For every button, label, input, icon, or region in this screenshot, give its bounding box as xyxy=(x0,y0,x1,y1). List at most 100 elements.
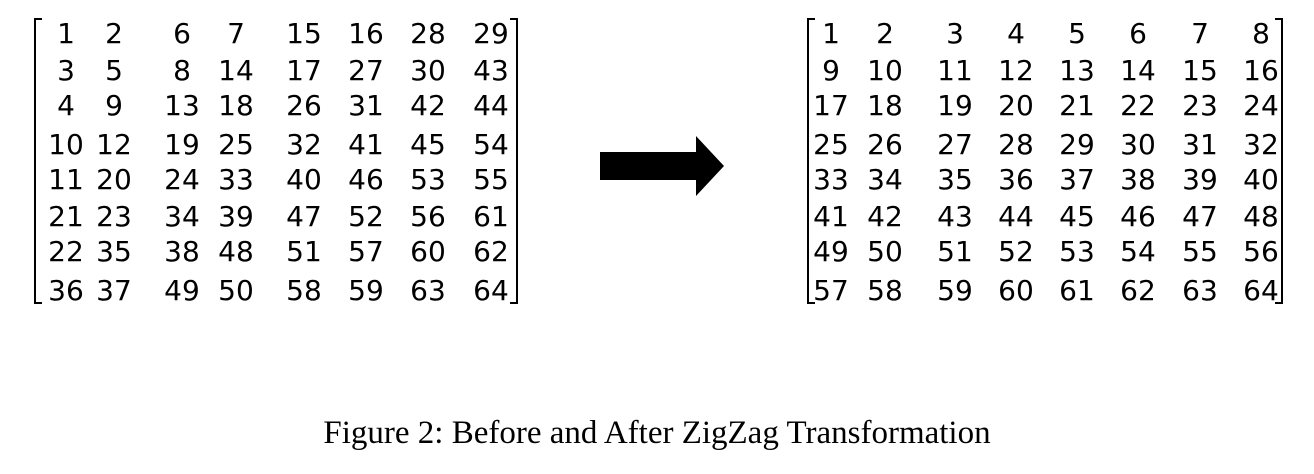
matrix-cell: 7 xyxy=(227,17,245,50)
matrix-cell: 21 xyxy=(1059,89,1095,122)
matrix-cell: 56 xyxy=(1243,235,1279,268)
matrix-cell: 39 xyxy=(218,200,254,233)
matrix-cell: 41 xyxy=(348,128,384,161)
matrix-cell: 63 xyxy=(1182,274,1218,307)
matrix-cell: 29 xyxy=(473,17,509,50)
matrix-cell: 52 xyxy=(998,235,1034,268)
matrix-cell: 55 xyxy=(1182,235,1218,268)
matrix-cell: 11 xyxy=(937,54,973,87)
matrix-cell: 38 xyxy=(1120,163,1156,196)
matrix-cell: 22 xyxy=(48,235,84,268)
matrix-cell: 47 xyxy=(1182,200,1218,233)
matrix-cell: 33 xyxy=(218,163,254,196)
matrix-row: 36 37 49 50 58 59 63 64 xyxy=(34,276,518,306)
matrix-cell: 40 xyxy=(1243,163,1279,196)
matrix-cell: 4 xyxy=(1007,17,1025,50)
matrix-cell: 20 xyxy=(998,89,1034,122)
matrix-row: 49 50 51 52 53 54 55 56 xyxy=(807,237,1283,267)
right-arrow-icon xyxy=(600,136,724,196)
matrix-cell: 15 xyxy=(1182,54,1218,87)
matrix-row: 11 20 24 33 40 46 53 55 xyxy=(34,165,518,195)
matrix-cell: 52 xyxy=(348,200,384,233)
before-matrix: 1 2 6 7 15 16 28 29 3 5 8 14 17 27 30 43 4 9 13 18 26 31 42 44 1… xyxy=(34,18,518,306)
matrix-row: 22 35 38 48 51 57 60 62 xyxy=(34,237,518,267)
matrix-cell: 34 xyxy=(867,163,903,196)
matrix-cell: 42 xyxy=(410,89,446,122)
matrix-cell: 16 xyxy=(348,17,384,50)
matrix-cell: 26 xyxy=(286,89,322,122)
matrix-cell: 42 xyxy=(867,200,903,233)
matrix-row: 17 18 19 20 21 22 23 24 xyxy=(807,91,1283,121)
matrix-cell: 12 xyxy=(998,54,1034,87)
matrix-row: 4 9 13 18 26 31 42 44 xyxy=(34,91,518,121)
left-bracket xyxy=(807,18,815,304)
matrix-row: 41 42 43 44 45 46 47 48 xyxy=(807,202,1283,232)
matrix-cell: 54 xyxy=(473,128,509,161)
matrix-cell: 14 xyxy=(1120,54,1156,87)
matrix-cell: 30 xyxy=(1120,128,1156,161)
matrix-cell: 62 xyxy=(1120,274,1156,307)
matrix-cell: 3 xyxy=(946,17,964,50)
matrix-cell: 24 xyxy=(164,163,200,196)
right-bracket xyxy=(510,18,518,304)
matrix-cell: 58 xyxy=(286,274,322,307)
matrix-cell: 13 xyxy=(1059,54,1095,87)
matrix-cell: 2 xyxy=(876,17,894,50)
matrix-cell: 46 xyxy=(1120,200,1156,233)
matrix-cell: 51 xyxy=(937,235,973,268)
matrix-cell: 45 xyxy=(1059,200,1095,233)
matrix-cell: 59 xyxy=(348,274,384,307)
matrix-cell: 25 xyxy=(813,128,849,161)
matrix-cell: 29 xyxy=(1059,128,1095,161)
matrix-cell: 57 xyxy=(813,274,849,307)
matrix-cell: 15 xyxy=(286,17,322,50)
matrix-cell: 54 xyxy=(1120,235,1156,268)
matrix-cell: 20 xyxy=(96,163,132,196)
matrix-cell: 32 xyxy=(286,128,322,161)
matrix-cell: 17 xyxy=(286,54,322,87)
matrix-cell: 21 xyxy=(48,200,84,233)
matrix-cell: 6 xyxy=(1129,17,1147,50)
figure-caption: Figure 2: Before and After ZigZag Transf… xyxy=(323,415,991,451)
matrix-cell: 37 xyxy=(96,274,132,307)
matrix-cell: 48 xyxy=(1243,200,1279,233)
matrix-cell: 47 xyxy=(286,200,322,233)
matrix-cell: 32 xyxy=(1243,128,1279,161)
matrix-cell: 45 xyxy=(410,128,446,161)
matrix-cell: 57 xyxy=(348,235,384,268)
matrix-cell: 5 xyxy=(1068,17,1086,50)
left-bracket xyxy=(34,18,42,304)
matrix-cell: 5 xyxy=(105,54,123,87)
matrix-row: 1 2 6 7 15 16 28 29 xyxy=(34,19,518,49)
matrix-cell: 64 xyxy=(473,274,509,307)
matrix-row: 21 23 34 39 47 52 56 61 xyxy=(34,202,518,232)
matrix-cell: 36 xyxy=(998,163,1034,196)
matrix-cell: 44 xyxy=(473,89,509,122)
matrix-cell: 62 xyxy=(473,235,509,268)
matrix-cell: 56 xyxy=(410,200,446,233)
matrix-cell: 50 xyxy=(218,274,254,307)
matrix-cell: 49 xyxy=(164,274,200,307)
matrix-cell: 16 xyxy=(1243,54,1279,87)
matrix-cell: 53 xyxy=(410,163,446,196)
matrix-cell: 11 xyxy=(48,163,84,196)
matrix-cell: 30 xyxy=(410,54,446,87)
matrix-cell: 41 xyxy=(813,200,849,233)
matrix-cell: 18 xyxy=(218,89,254,122)
matrix-cell: 55 xyxy=(473,163,509,196)
after-matrix: 1 2 3 4 5 6 7 8 9 10 11 12 13 14 15 16 17 18 19 20 21 22 23 24 2… xyxy=(807,17,1283,307)
matrix-cell: 28 xyxy=(410,17,446,50)
matrix-cell: 23 xyxy=(96,200,132,233)
matrix-cell: 17 xyxy=(813,89,849,122)
matrix-cell: 12 xyxy=(96,128,132,161)
matrix-cell: 1 xyxy=(822,17,840,50)
matrix-cell: 33 xyxy=(813,163,849,196)
matrix-cell: 63 xyxy=(410,274,446,307)
matrix-cell: 2 xyxy=(105,17,123,50)
matrix-row: 9 10 11 12 13 14 15 16 xyxy=(807,56,1283,86)
matrix-cell: 49 xyxy=(813,235,849,268)
matrix-row: 3 5 8 14 17 27 30 43 xyxy=(34,56,518,86)
matrix-cell: 36 xyxy=(48,274,84,307)
matrix-cell: 34 xyxy=(164,200,200,233)
right-bracket xyxy=(1275,18,1283,304)
